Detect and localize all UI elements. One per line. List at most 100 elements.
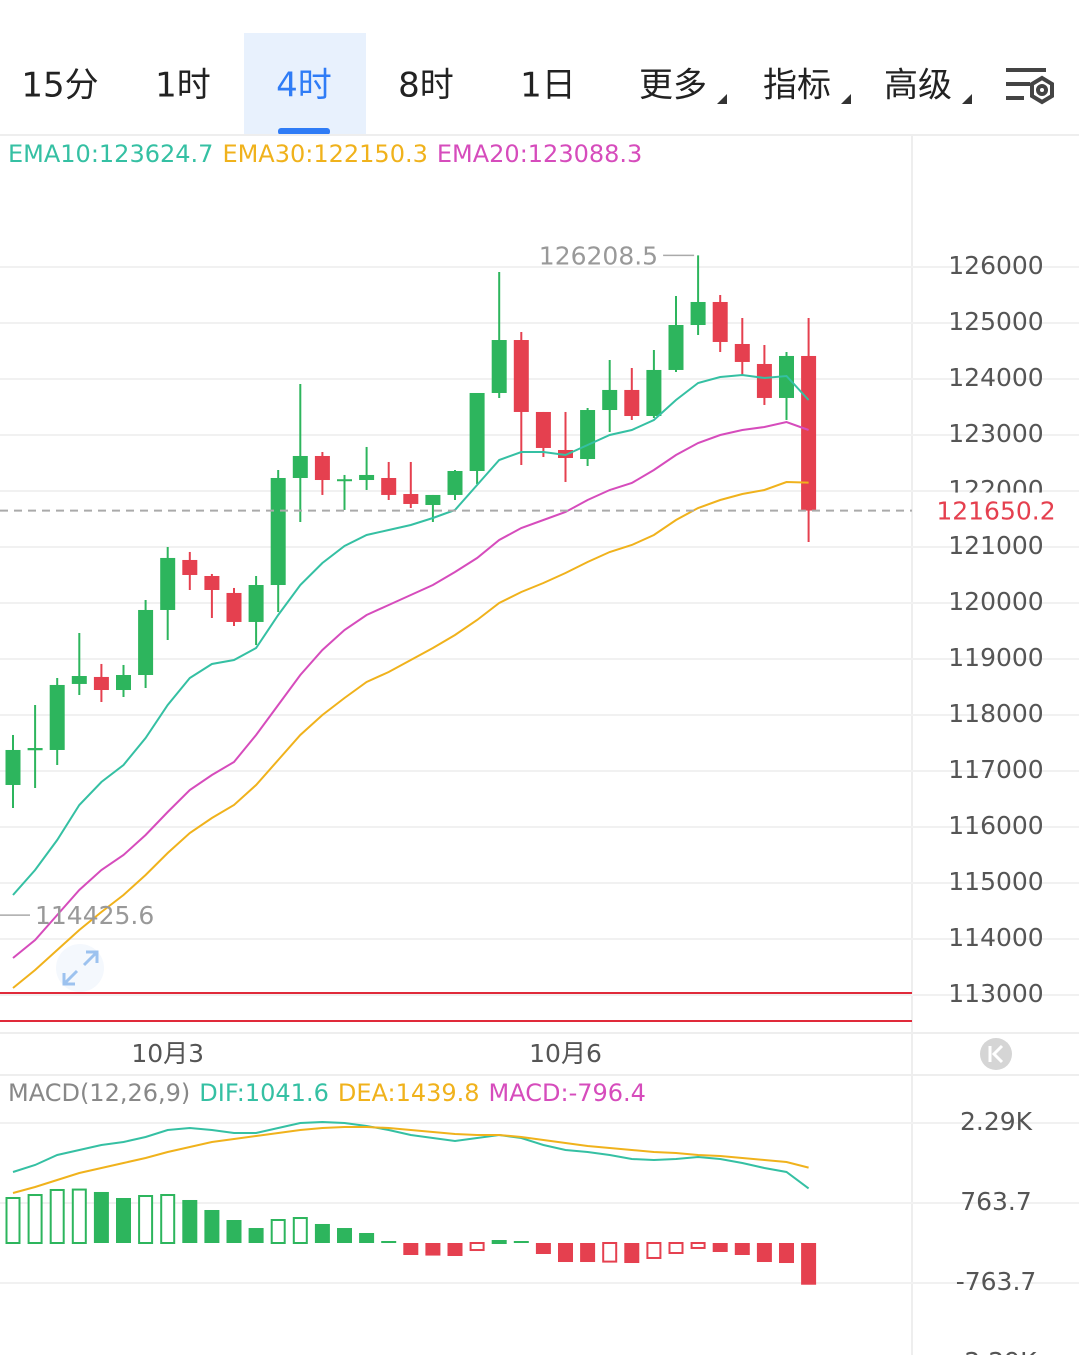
y-tick-label: 118000 xyxy=(948,699,1043,728)
macd-bar xyxy=(116,1198,131,1243)
y-tick-label: 126000 xyxy=(948,251,1043,280)
candle-body xyxy=(93,676,109,691)
macd-bar xyxy=(558,1243,573,1263)
tab[interactable]: 高级 xyxy=(884,66,952,106)
macd-bar xyxy=(403,1243,419,1255)
macd-bar xyxy=(226,1220,242,1243)
candle-body xyxy=(138,609,154,675)
macd-bar xyxy=(513,1241,529,1244)
last-price-label: 121650.2 xyxy=(936,497,1055,526)
macd-bar xyxy=(690,1242,706,1249)
settings-icon[interactable] xyxy=(1006,68,1054,105)
ema-line xyxy=(12,373,810,896)
macd-panel: 2.29K 763.7 -763.7 -2.29K MACD(12,26,9) DIF:1… xyxy=(0,1079,1079,1355)
candle-body xyxy=(116,674,131,691)
max-marker-label: 126208.5 xyxy=(539,241,658,270)
selected-tab-bg xyxy=(244,33,366,135)
legend-item: EMA20:123088.3 xyxy=(437,140,642,168)
candle-body xyxy=(580,410,596,460)
y-tick-label: 115000 xyxy=(948,867,1043,896)
last-price-bg xyxy=(930,492,1062,529)
legend-item: MACD(12,26,9) xyxy=(8,1079,190,1107)
y-tick-label: 116000 xyxy=(948,811,1043,840)
macd-bar xyxy=(469,1242,485,1252)
macd-bar xyxy=(248,1228,264,1243)
macd-bar xyxy=(49,1188,65,1244)
macd-line xyxy=(12,1120,810,1190)
macd-bar xyxy=(425,1243,441,1256)
legend-item: MACD:-796.4 xyxy=(489,1079,646,1107)
x-tick-label: 10月6 xyxy=(529,1039,602,1068)
candle-body xyxy=(602,389,618,411)
min-marker-label: 114425.6 xyxy=(35,901,154,930)
legend-item: DEA:1439.8 xyxy=(338,1079,480,1107)
macd-bar xyxy=(93,1191,109,1243)
macd-bar xyxy=(668,1242,684,1255)
macd-bar xyxy=(5,1197,21,1245)
candle-body xyxy=(535,411,551,448)
macd-bar xyxy=(624,1243,640,1264)
tab[interactable]: 指标 xyxy=(763,66,831,106)
candle-body xyxy=(712,301,728,342)
macd-bar xyxy=(138,1195,154,1244)
candle-body xyxy=(292,455,308,478)
dropdown-caret xyxy=(717,94,727,104)
macd-bar xyxy=(580,1243,596,1263)
candle-body xyxy=(226,592,242,622)
candle-body xyxy=(513,340,529,412)
tab[interactable]: 更多 xyxy=(639,66,707,106)
x-tick-label: 10月3 xyxy=(131,1039,204,1068)
rewind-button[interactable] xyxy=(980,1038,1012,1070)
y-tick-label: -763.7 xyxy=(956,1267,1037,1296)
macd-bar xyxy=(71,1188,87,1245)
macd-bar xyxy=(381,1241,397,1244)
candle-body xyxy=(447,470,463,495)
ema-line xyxy=(12,480,809,989)
macd-bar xyxy=(292,1217,308,1245)
macd-plot xyxy=(5,1120,817,1285)
candle-body xyxy=(381,477,397,495)
legend-item: EMA30:122150.3 xyxy=(222,140,427,168)
macd-bar xyxy=(359,1232,375,1243)
tab[interactable]: 1日 xyxy=(520,66,576,106)
candle-body xyxy=(27,748,43,751)
macd-bar xyxy=(646,1242,662,1259)
candle-body xyxy=(491,340,507,393)
candle-body xyxy=(734,343,750,362)
macd-bar xyxy=(734,1243,750,1255)
y-tick-label: 113000 xyxy=(948,979,1043,1008)
candle-body xyxy=(314,455,330,481)
y-tick-label: 121000 xyxy=(948,531,1043,560)
candle-body xyxy=(71,676,87,684)
macd-bar xyxy=(779,1243,794,1264)
candle-body xyxy=(182,559,198,575)
legend-item: DIF:1041.6 xyxy=(199,1079,329,1107)
expand-button[interactable] xyxy=(56,944,104,992)
macd-bar xyxy=(314,1223,330,1243)
y-tick-label: 119000 xyxy=(948,643,1043,672)
candle-body xyxy=(469,392,485,471)
y-tick-label: 2.29K xyxy=(960,1107,1033,1136)
tab[interactable]: 15分 xyxy=(21,66,98,106)
tab[interactable]: 8时 xyxy=(398,66,454,106)
candle-body xyxy=(337,479,352,482)
y-tick-label: 763.7 xyxy=(960,1187,1032,1216)
macd-bar xyxy=(337,1228,352,1243)
y-tick-label: 120000 xyxy=(948,587,1043,616)
candle-body xyxy=(425,494,441,505)
macd-bar xyxy=(756,1243,772,1263)
macd-bar xyxy=(712,1243,728,1253)
legend-item: EMA10:123624.7 xyxy=(8,140,213,168)
macd-bar xyxy=(535,1243,551,1255)
candle-body xyxy=(160,557,176,610)
ema-line xyxy=(12,420,809,959)
candle-body xyxy=(5,749,21,785)
macd-bar xyxy=(270,1219,286,1245)
y-tick-label: -2.29K xyxy=(955,1347,1037,1355)
y-tick-label: 117000 xyxy=(948,755,1043,784)
candle-body xyxy=(756,363,772,398)
tab[interactable]: 4时 xyxy=(276,66,332,106)
tab[interactable]: 1时 xyxy=(155,66,211,106)
candle-body xyxy=(49,684,65,750)
candle-body xyxy=(646,369,662,417)
